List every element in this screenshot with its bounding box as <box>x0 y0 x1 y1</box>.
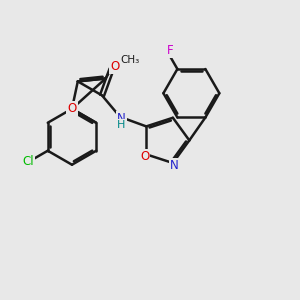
Text: F: F <box>167 44 173 57</box>
Text: N: N <box>170 159 179 172</box>
Text: Cl: Cl <box>22 155 34 168</box>
Text: O: O <box>67 102 76 115</box>
Text: CH₃: CH₃ <box>121 56 140 65</box>
Text: N: N <box>117 112 126 125</box>
Text: H: H <box>117 120 126 130</box>
Text: O: O <box>140 150 149 163</box>
Text: O: O <box>110 60 119 73</box>
